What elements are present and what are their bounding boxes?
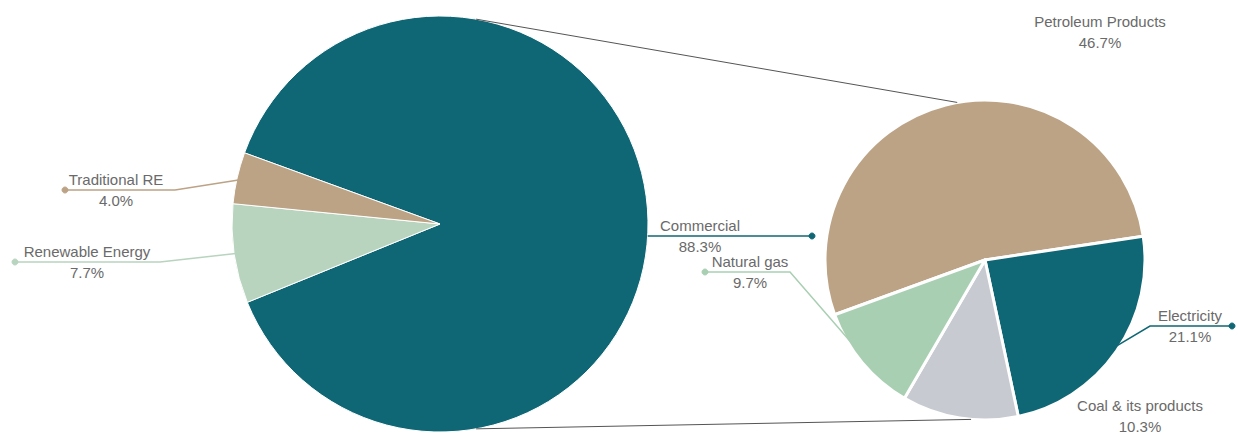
- svg-text:4.0%: 4.0%: [99, 192, 133, 209]
- svg-text:Renewable Energy: Renewable Energy: [24, 243, 151, 260]
- svg-text:Coal & its products: Coal & its products: [1077, 397, 1203, 414]
- svg-text:Petroleum Products: Petroleum Products: [1034, 13, 1166, 30]
- svg-text:10.3%: 10.3%: [1119, 418, 1162, 435]
- svg-text:46.7%: 46.7%: [1079, 34, 1122, 51]
- svg-text:Electricity: Electricity: [1158, 307, 1223, 324]
- svg-text:Commercial: Commercial: [660, 217, 740, 234]
- svg-text:7.7%: 7.7%: [70, 264, 104, 281]
- svg-text:9.7%: 9.7%: [733, 274, 767, 291]
- svg-text:Natural gas: Natural gas: [712, 253, 789, 270]
- svg-text:88.3%: 88.3%: [678, 238, 722, 255]
- svg-text:21.1%: 21.1%: [1169, 328, 1212, 345]
- svg-text:Traditional RE: Traditional RE: [69, 171, 163, 188]
